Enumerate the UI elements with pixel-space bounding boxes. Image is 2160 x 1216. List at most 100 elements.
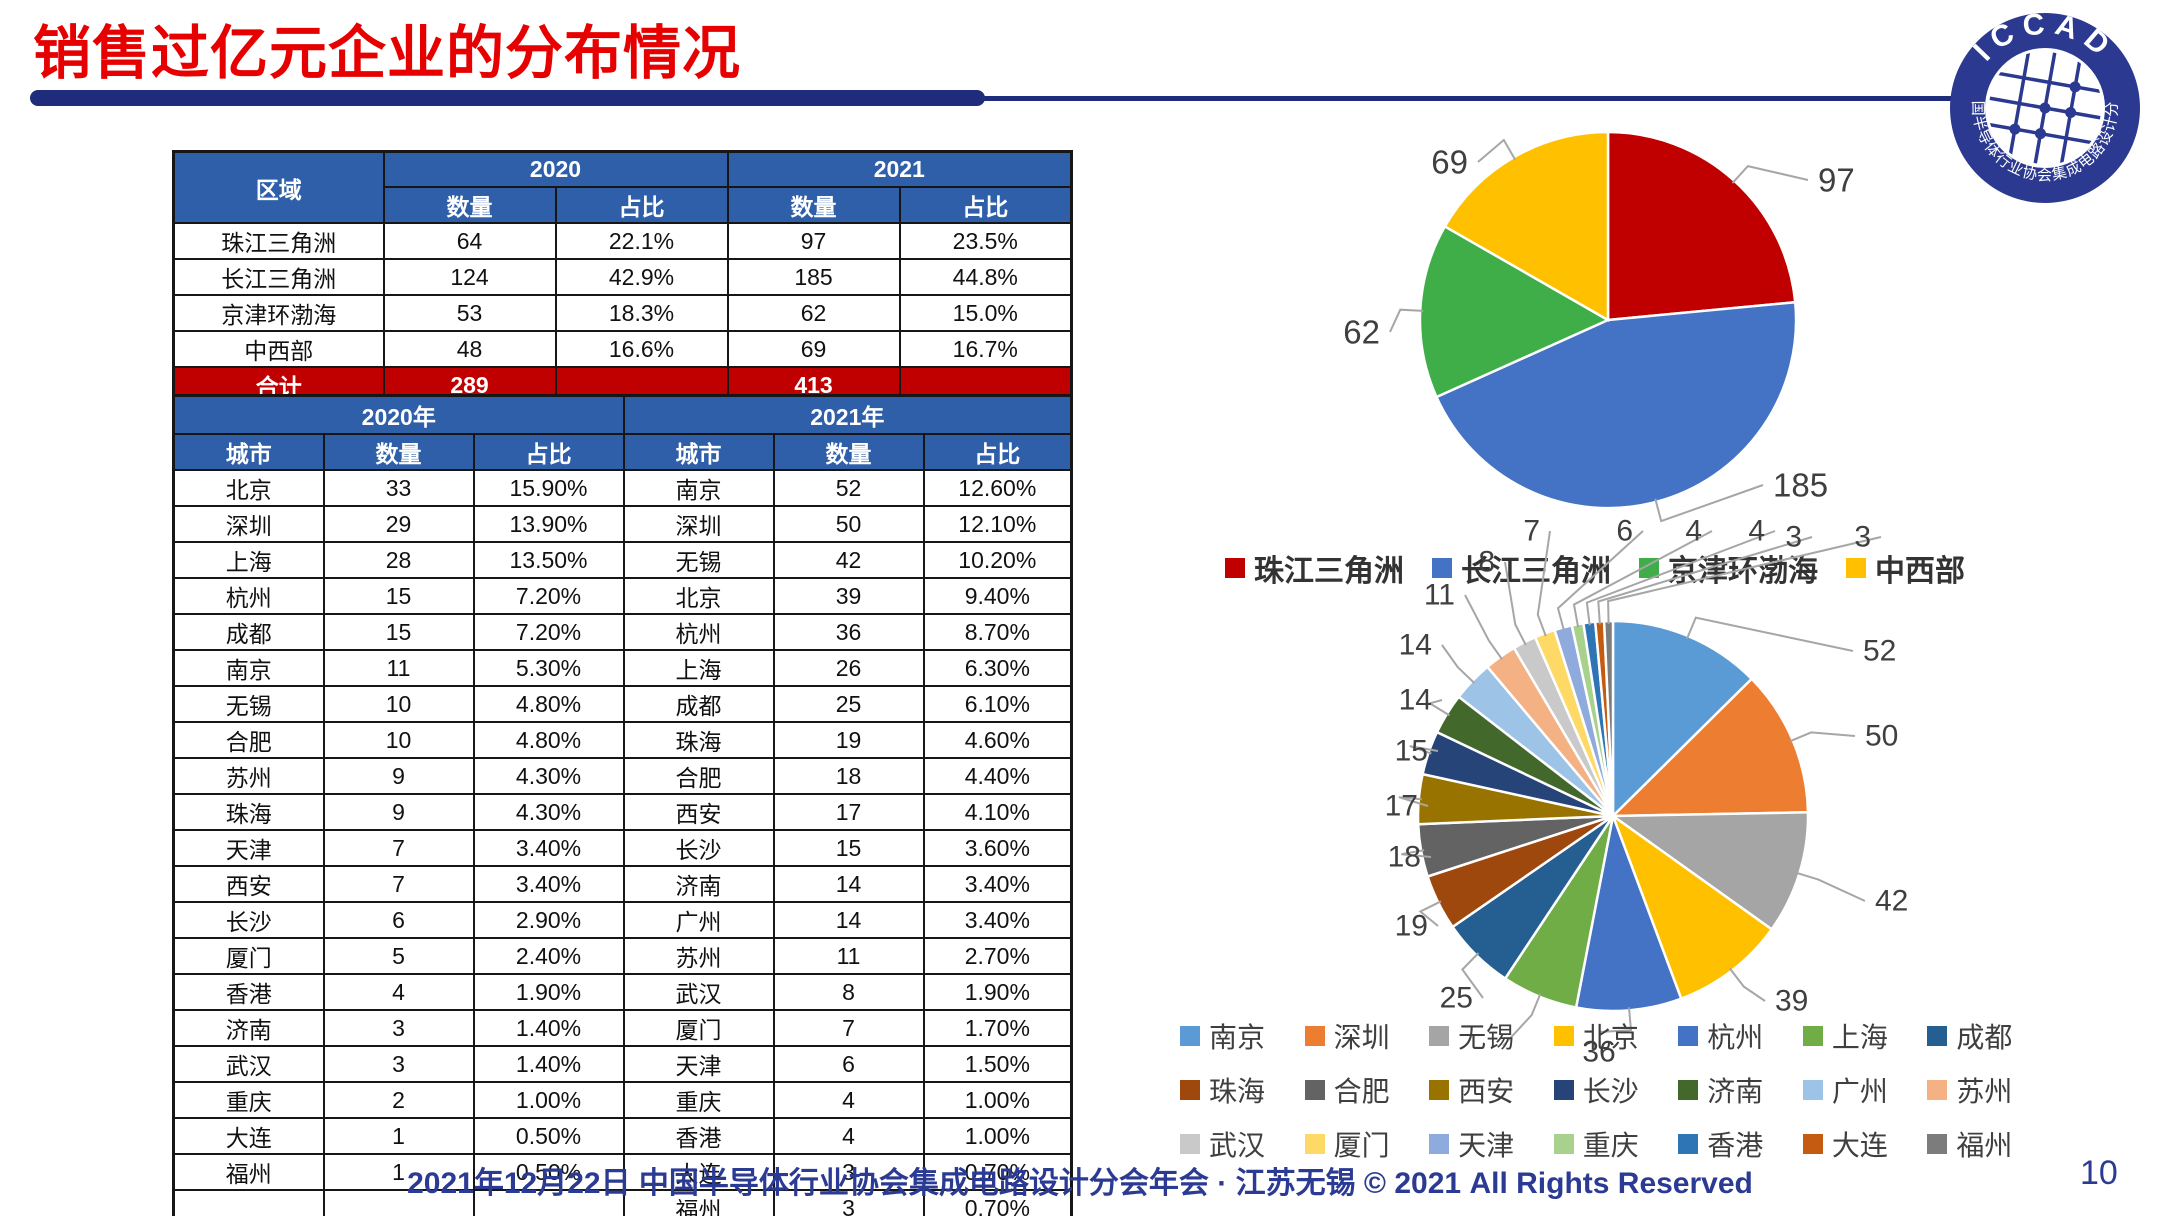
table-cell: 8: [772, 973, 925, 1011]
table-row: 京津环渤海 53 18.3% 62 15.0%: [172, 294, 1073, 332]
table-cell: 长沙: [172, 901, 325, 939]
pie-data-label: 185: [1773, 467, 1828, 504]
table-cell: 1: [322, 1153, 475, 1191]
region-pie-legend: 珠江三角洲 长江三角洲 京津环渤海 中西部: [1225, 546, 1965, 590]
table-cell: 6.30%: [922, 649, 1073, 687]
table-cell: 0.50%: [472, 1153, 625, 1191]
legend-label: 无锡: [1458, 1022, 1515, 1053]
table-cell: 16.7%: [898, 330, 1073, 368]
table-cell: 7: [322, 829, 475, 867]
table-cell: 15.0%: [898, 294, 1073, 332]
legend-swatch-icon: [1429, 1026, 1450, 1046]
table-row: 中西部 48 16.6% 69 16.7%: [172, 330, 1073, 368]
legend-item-中西部: 中西部: [1846, 546, 1965, 590]
table-cell: 厦门: [172, 937, 325, 975]
legend-item-无锡: 无锡: [1429, 1016, 1554, 1056]
data-label-leader-line: [1597, 536, 1813, 625]
table-cell: 64: [382, 222, 557, 260]
table-cell: 济南: [622, 865, 775, 903]
table-cell: 185: [726, 258, 901, 296]
table-cell: 11: [772, 937, 925, 975]
table-cell: 10.20%: [922, 541, 1073, 579]
city-header: 城市: [622, 433, 775, 471]
legend-item-福州: 福州: [1927, 1124, 2052, 1164]
table-cell: 9.40%: [922, 577, 1073, 615]
legend-label: 广州: [1831, 1076, 1888, 1107]
table-cell: 上海: [172, 541, 325, 579]
data-label-leader-line: [1461, 952, 1484, 999]
pie-data-label: 19: [1395, 910, 1428, 943]
table-row: 无锡 10 4.80% 成都 25 6.10%: [172, 685, 1073, 723]
table-cell: 成都: [172, 613, 325, 651]
table-cell: 3.60%: [922, 829, 1073, 867]
legend-item-上海: 上海: [1802, 1016, 1928, 1056]
table-cell: 4.10%: [922, 793, 1073, 831]
table-cell: 京津环渤海: [172, 294, 385, 332]
table-cell: 97: [726, 222, 901, 260]
table-cell: 3.40%: [922, 865, 1073, 903]
legend-label: 济南: [1707, 1076, 1764, 1107]
table-cell: 4: [772, 1117, 925, 1155]
table-cell: 重庆: [172, 1081, 325, 1119]
legend-swatch-icon: [1429, 1080, 1450, 1100]
table-cell: 16.6%: [554, 330, 729, 368]
table-cell: 西安: [622, 793, 775, 831]
table-cell: 天津: [622, 1045, 775, 1083]
table-cell: 42.9%: [554, 258, 729, 296]
table-cell: 1.40%: [472, 1045, 625, 1083]
title-underline-thick: [30, 90, 985, 106]
legend-item-长沙: 长沙: [1553, 1070, 1679, 1110]
legend-swatch-icon: [1304, 1026, 1325, 1046]
legend-item-广州: 广州: [1802, 1070, 1928, 1110]
table-cell: 珠江三角洲: [172, 222, 385, 260]
table-cell: 39: [772, 577, 925, 615]
data-label-leader-line: [1585, 530, 1776, 626]
legend-item-武汉: 武汉: [1180, 1124, 1305, 1164]
pie-data-label: 4: [1748, 515, 1765, 548]
table-cell: 3: [322, 1009, 475, 1047]
data-label-leader-line: [1598, 1007, 1633, 1033]
pie-data-label: 7: [1523, 515, 1540, 548]
legend-label: 中西部: [1875, 555, 1965, 588]
table-cell: 杭州: [172, 577, 325, 615]
table-cell: 4: [322, 973, 475, 1011]
qty-header: 数量: [322, 433, 475, 471]
table-row: 济南 3 1.40% 厦门 7 1.70%: [172, 1009, 1073, 1047]
table-row: 珠海 9 4.30% 西安 17 4.10%: [172, 793, 1073, 831]
table-cell: 3: [322, 1045, 475, 1083]
pie-data-label: 25: [1440, 982, 1473, 1015]
year-2021-header: 2021: [726, 150, 1073, 188]
table-cell: 3: [772, 1153, 925, 1191]
table-cell: 西安: [172, 865, 325, 903]
pie-data-label: 62: [1343, 314, 1380, 351]
table-cell: 3.40%: [472, 865, 625, 903]
table-cell: 香港: [172, 973, 325, 1011]
table-cell: 0.70%: [922, 1153, 1073, 1191]
data-label-leader-line: [1556, 530, 1644, 631]
table-cell: 25: [772, 685, 925, 723]
legend-item-杭州: 杭州: [1678, 1016, 1803, 1056]
pie-data-label: 97: [1818, 162, 1855, 199]
legend-label: 珠海: [1209, 1076, 1266, 1107]
table-cell: 2.90%: [472, 901, 625, 939]
table-cell: 南京: [622, 469, 775, 507]
table-cell: 重庆: [622, 1081, 775, 1119]
table-cell: 124: [382, 258, 557, 296]
table-row: 武汉 3 1.40% 天津 6 1.50%: [172, 1045, 1073, 1083]
table-cell: 4.80%: [472, 685, 625, 723]
region-pie-chart: 97 185 62 69: [1343, 130, 1855, 523]
legend-swatch-icon: [1429, 1134, 1450, 1154]
pie-data-label: 14: [1399, 684, 1432, 717]
table-cell: [322, 1189, 475, 1216]
pie-data-label: 4: [1685, 515, 1702, 548]
legend-swatch-icon: [1553, 1080, 1574, 1100]
table-cell: 无锡: [622, 541, 775, 579]
table-cell: 长沙: [622, 829, 775, 867]
pie-data-label: 36: [1582, 1036, 1615, 1069]
legend-label: 重庆: [1582, 1130, 1639, 1161]
legend-item-西安: 西安: [1429, 1070, 1554, 1110]
city-header: 城市: [172, 433, 325, 471]
data-label-leader-line: [1686, 616, 1854, 652]
legend-label: 香港: [1707, 1130, 1764, 1161]
table-cell: 合肥: [622, 757, 775, 795]
